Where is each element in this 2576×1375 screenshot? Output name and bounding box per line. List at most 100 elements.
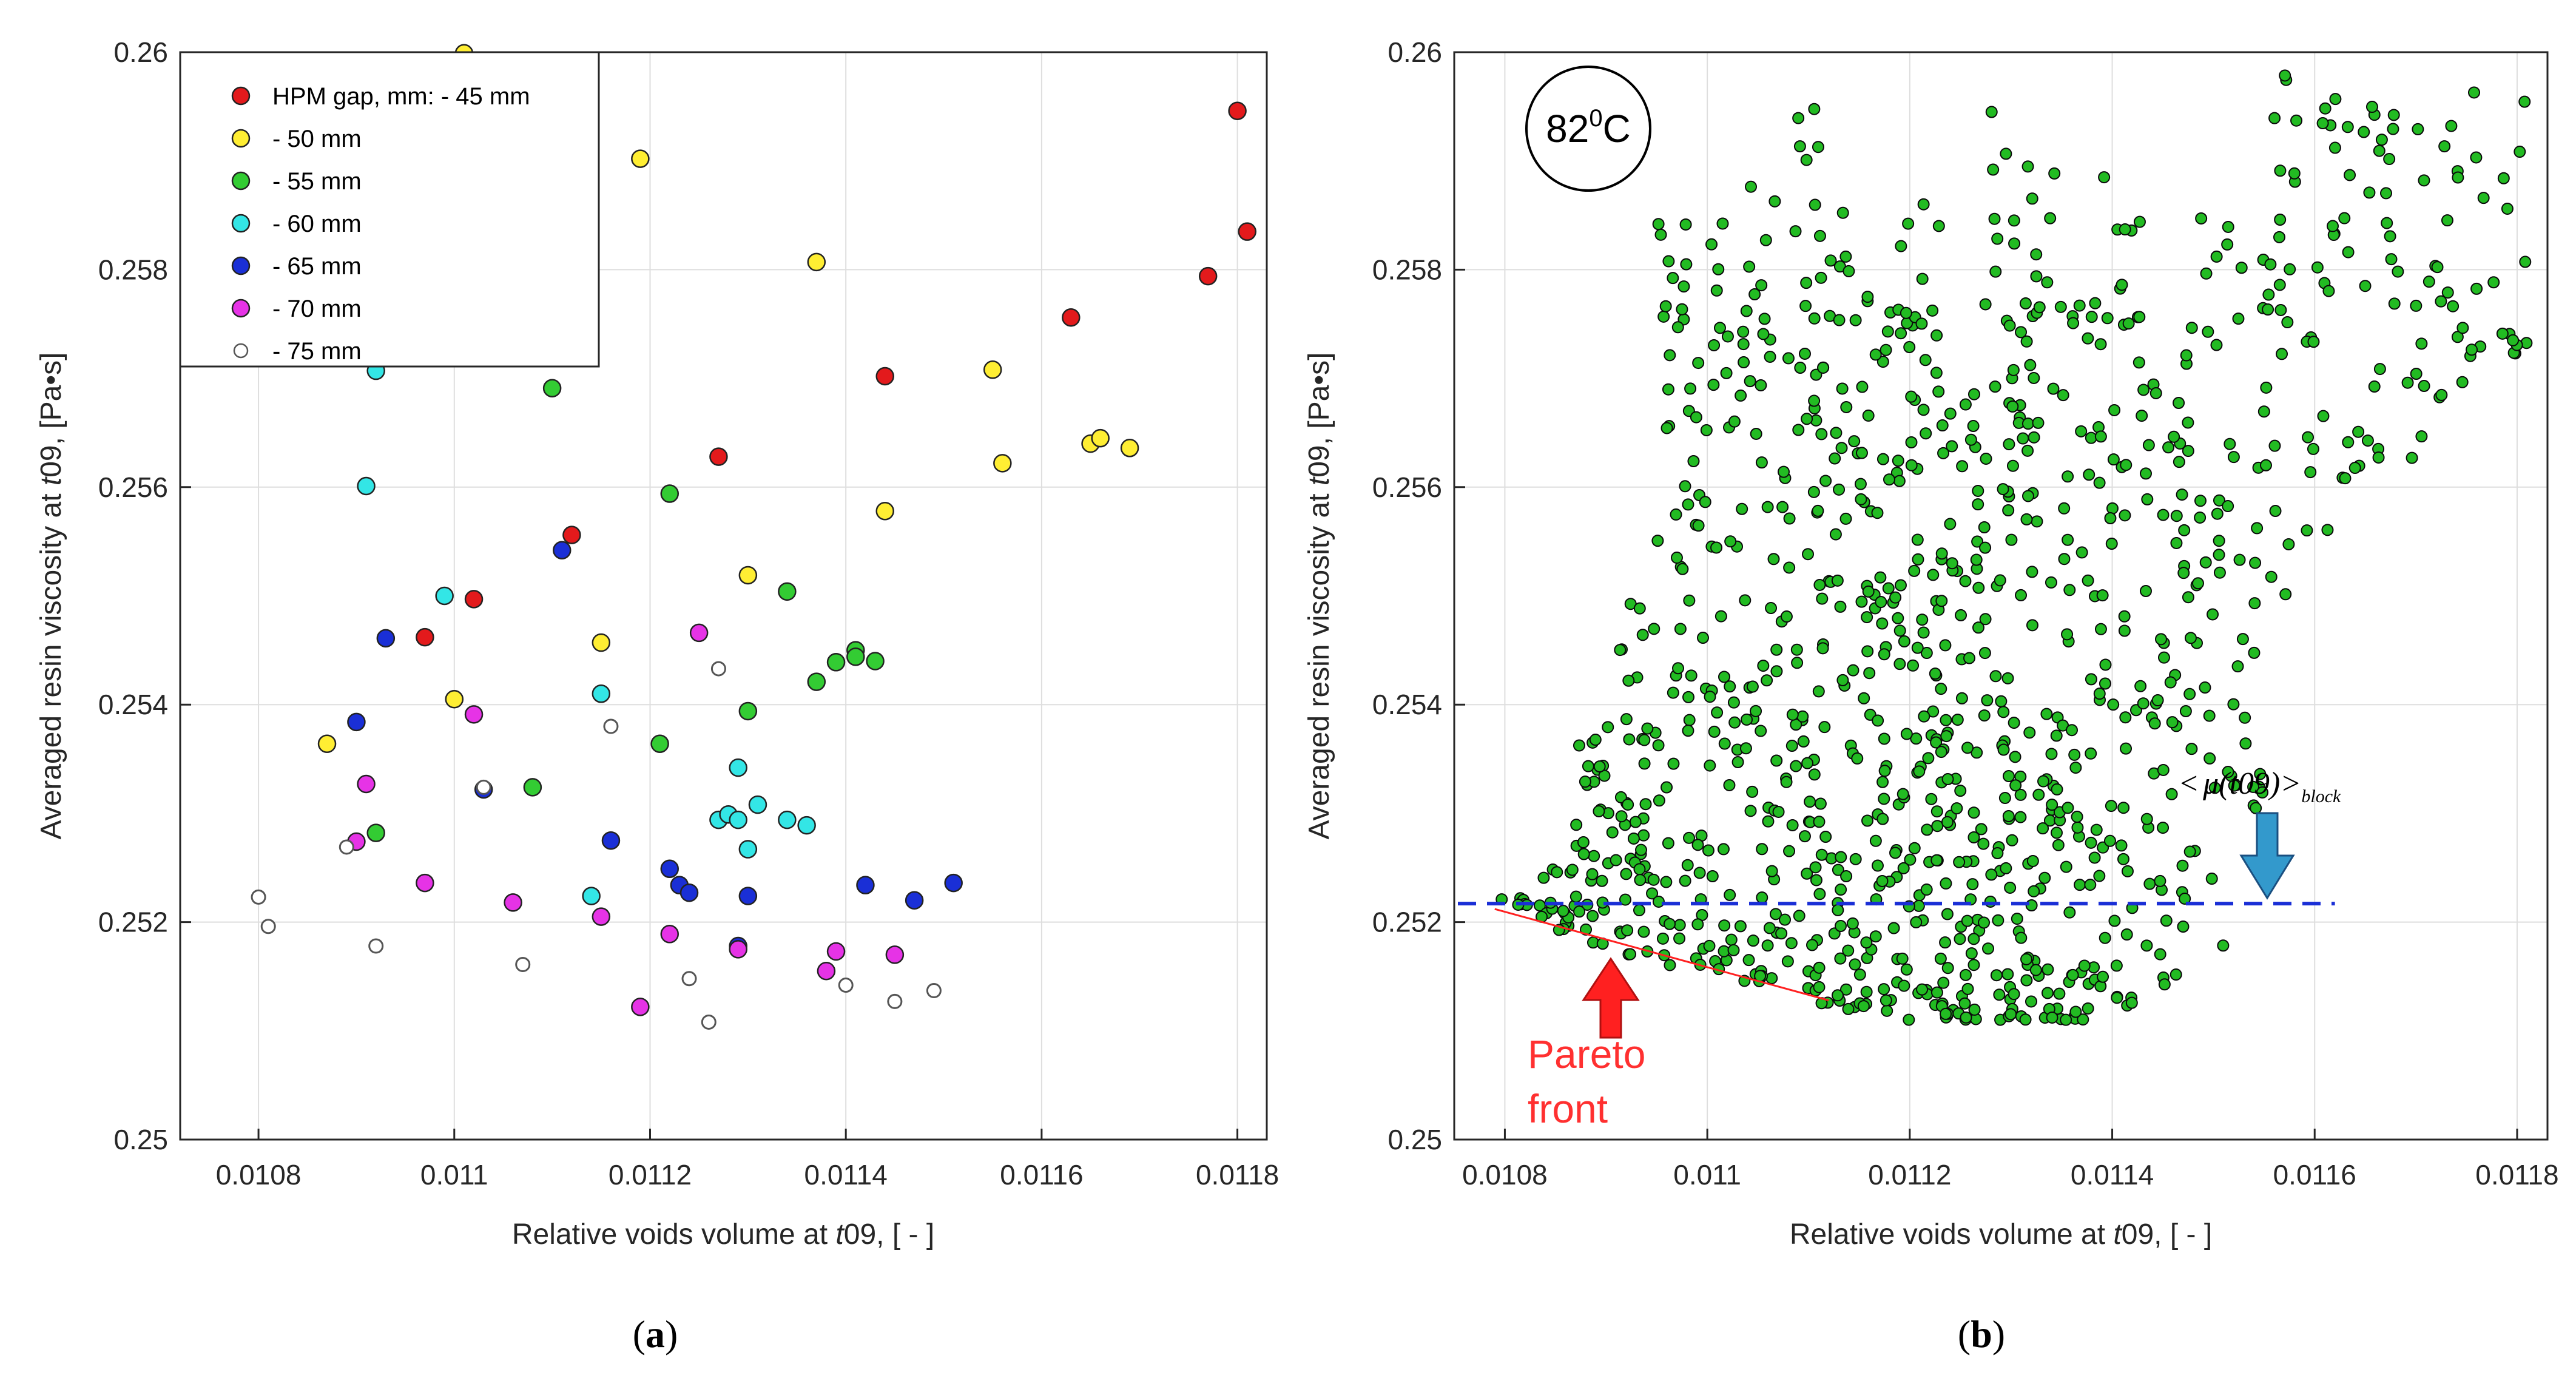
data-point bbox=[2445, 120, 2458, 132]
data-point bbox=[1881, 325, 1894, 338]
data-point bbox=[2125, 996, 2138, 1009]
data-point bbox=[1959, 398, 1972, 411]
data-point bbox=[689, 623, 709, 643]
data-point bbox=[2259, 459, 2272, 471]
data-point bbox=[1586, 910, 1599, 922]
x-tick-label: 0.0112 bbox=[609, 1159, 692, 1191]
data-point bbox=[1878, 792, 1890, 805]
data-point bbox=[2000, 862, 2012, 874]
data-point bbox=[887, 993, 903, 1009]
data-point bbox=[1954, 785, 1967, 797]
data-point bbox=[2170, 536, 2183, 549]
data-point bbox=[1849, 853, 1862, 865]
data-point bbox=[1704, 691, 1716, 703]
data-point bbox=[631, 149, 650, 168]
data-point bbox=[1829, 528, 1842, 541]
data-point bbox=[1897, 788, 1909, 800]
data-point bbox=[1783, 845, 1796, 857]
data-point bbox=[1614, 791, 1627, 803]
data-point bbox=[1988, 212, 2001, 225]
data-point bbox=[2096, 589, 2109, 602]
data-point bbox=[2008, 214, 2020, 227]
data-point bbox=[2083, 468, 2096, 481]
data-point bbox=[1683, 831, 1696, 844]
data-point bbox=[650, 734, 669, 753]
data-point bbox=[2302, 431, 2315, 444]
data-point bbox=[2166, 716, 2179, 729]
data-point bbox=[1995, 695, 2008, 708]
data-point bbox=[1832, 904, 1844, 916]
data-point bbox=[1780, 610, 1793, 623]
data-point bbox=[2006, 459, 2019, 472]
data-point bbox=[1946, 557, 1958, 570]
data-point bbox=[2021, 160, 2034, 173]
data-point bbox=[2024, 359, 2037, 371]
data-point bbox=[2044, 212, 2057, 225]
data-point bbox=[1710, 541, 1723, 554]
data-point bbox=[2067, 317, 2080, 329]
data-point bbox=[2118, 610, 2131, 623]
data-point bbox=[2008, 717, 2020, 729]
data-point bbox=[2089, 297, 2102, 309]
data-point bbox=[1757, 660, 1770, 672]
data-point bbox=[2051, 783, 2063, 796]
pareto-label-line2: front bbox=[1528, 1086, 1608, 1131]
y-tick-label: 0.256 bbox=[1372, 471, 1442, 503]
data-point bbox=[2073, 299, 2086, 312]
data-point bbox=[1813, 888, 1826, 900]
data-point bbox=[2015, 589, 2028, 601]
data-point bbox=[2213, 535, 2225, 547]
data-point bbox=[2140, 939, 2153, 952]
data-point bbox=[1691, 839, 1704, 851]
data-point bbox=[2069, 1005, 2082, 1018]
data-point bbox=[2177, 567, 2190, 579]
data-point bbox=[2108, 914, 2121, 927]
data-point bbox=[1869, 930, 1882, 943]
data-point bbox=[1593, 805, 1605, 817]
data-point bbox=[2456, 376, 2469, 388]
data-point bbox=[2210, 250, 2223, 263]
data-point bbox=[1904, 853, 1917, 866]
data-point bbox=[2372, 451, 2385, 464]
data-point bbox=[2037, 775, 2050, 788]
data-point bbox=[2304, 466, 2317, 479]
data-point bbox=[2001, 672, 2014, 684]
data-point bbox=[1839, 512, 1852, 525]
data-point bbox=[2019, 297, 2032, 310]
data-point bbox=[2182, 591, 2194, 604]
data-point bbox=[2210, 339, 2223, 351]
data-point bbox=[1570, 819, 1583, 831]
data-point bbox=[1797, 735, 1810, 748]
data-point bbox=[2148, 717, 2161, 730]
data-point bbox=[1783, 512, 1796, 525]
data-point bbox=[1682, 725, 1694, 737]
data-point bbox=[1994, 574, 2006, 587]
data-point bbox=[2120, 459, 2133, 471]
data-point bbox=[2185, 743, 2198, 755]
data-point bbox=[1858, 692, 1870, 704]
data-point bbox=[1746, 680, 1759, 693]
data-point bbox=[2038, 871, 2051, 884]
data-point bbox=[2121, 865, 2134, 877]
data-point bbox=[1835, 851, 1847, 863]
data-point bbox=[1622, 798, 1634, 811]
data-point bbox=[1727, 944, 1740, 956]
data-point bbox=[1955, 609, 1967, 621]
data-point bbox=[2088, 851, 2101, 864]
data-point bbox=[2137, 383, 2150, 396]
data-point bbox=[2387, 109, 2400, 121]
data-point bbox=[2185, 322, 2198, 334]
data-point bbox=[905, 891, 924, 910]
data-point bbox=[2007, 363, 2020, 376]
data-point bbox=[347, 712, 366, 732]
data-point bbox=[2176, 859, 2189, 872]
data-point bbox=[1940, 730, 1953, 743]
data-point bbox=[1809, 198, 1821, 211]
data-point bbox=[2194, 495, 2207, 507]
data-point bbox=[1990, 969, 2003, 982]
y-tick-label: 0.258 bbox=[1372, 254, 1442, 285]
data-point bbox=[2006, 834, 2018, 846]
data-point bbox=[1720, 367, 1733, 379]
data-point bbox=[1814, 797, 1827, 810]
x-tick-label: 0.0108 bbox=[216, 1159, 302, 1191]
